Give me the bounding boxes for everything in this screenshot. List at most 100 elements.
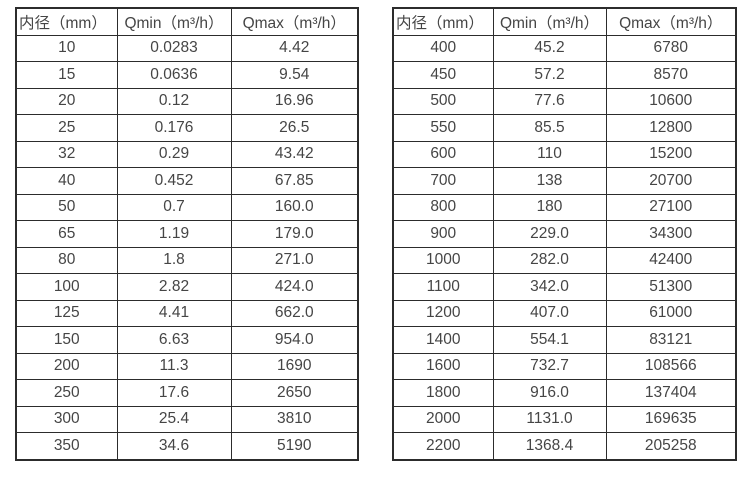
table-cell: 160.0 xyxy=(230,193,359,221)
column-header: Qmax（m³/h） xyxy=(230,7,359,36)
table-cell: 85.5 xyxy=(492,114,607,142)
table-cell: 15200 xyxy=(605,140,737,168)
table-row: 40 0.452 67.85 xyxy=(15,167,359,195)
table-cell: 424.0 xyxy=(230,273,359,301)
table-cell: 6.63 xyxy=(116,326,232,354)
table-cell: 8570 xyxy=(605,61,737,89)
table-cell: 0.12 xyxy=(116,87,232,115)
table-cell: 50 xyxy=(15,193,118,221)
table-cell: 2000 xyxy=(392,405,494,433)
table-cell: 0.29 xyxy=(116,140,232,168)
table-cell: 137404 xyxy=(605,379,737,407)
table-cell: 67.85 xyxy=(230,167,359,195)
table-row: 200 11.3 1690 xyxy=(15,352,359,380)
table-cell: 43.42 xyxy=(230,140,359,168)
table-row: 32 0.29 43.42 xyxy=(15,140,359,168)
header-row: 内径（mm） Qmin（m³/h） Qmax（m³/h） xyxy=(392,7,737,36)
table-row: 50 0.7 160.0 xyxy=(15,193,359,221)
table-row: 250 17.6 2650 xyxy=(15,379,359,407)
table-cell: 205258 xyxy=(605,432,737,460)
table-cell: 110 xyxy=(492,140,607,168)
table-cell: 42400 xyxy=(605,246,737,274)
table-cell: 20 xyxy=(15,87,118,115)
table-cell: 300 xyxy=(15,405,118,433)
table-cell: 77.6 xyxy=(492,87,607,115)
table-cell: 125 xyxy=(15,299,118,327)
table-cell: 1.8 xyxy=(116,246,232,274)
table-cell: 4.42 xyxy=(230,34,359,62)
table-cell: 138 xyxy=(492,167,607,195)
table-cell: 1690 xyxy=(230,352,359,380)
table-cell: 9.54 xyxy=(230,61,359,89)
table-cell: 1000 xyxy=(392,246,494,274)
table-cell: 282.0 xyxy=(492,246,607,274)
table-cell: 16.96 xyxy=(230,87,359,115)
table-row: 15 0.0636 9.54 xyxy=(15,61,359,89)
table-cell: 1800 xyxy=(392,379,494,407)
table-cell: 6780 xyxy=(605,34,737,62)
table-row: 10 0.0283 4.42 xyxy=(15,34,359,62)
table-cell: 1.19 xyxy=(116,220,232,248)
column-header: 内径（mm） xyxy=(392,7,494,36)
table-cell: 5190 xyxy=(230,432,359,460)
table-cell: 4.41 xyxy=(116,299,232,327)
table-cell: 1600 xyxy=(392,352,494,380)
table-row: 550 85.5 12800 xyxy=(392,114,737,142)
table-cell: 26.5 xyxy=(230,114,359,142)
table-cell: 45.2 xyxy=(492,34,607,62)
column-header: Qmin（m³/h） xyxy=(116,7,232,36)
table-cell: 1131.0 xyxy=(492,405,607,433)
table-cell: 20700 xyxy=(605,167,737,195)
table-cell: 80 xyxy=(15,246,118,274)
table-cell: 169635 xyxy=(605,405,737,433)
table-cell: 10 xyxy=(15,34,118,62)
table-cell: 2650 xyxy=(230,379,359,407)
table-cell: 100 xyxy=(15,273,118,301)
table-cell: 200 xyxy=(15,352,118,380)
table-cell: 2200 xyxy=(392,432,494,460)
table-row: 1000 282.0 42400 xyxy=(392,246,737,274)
table-row: 1800 916.0 137404 xyxy=(392,379,737,407)
column-header: Qmin（m³/h） xyxy=(492,7,607,36)
table-cell: 550 xyxy=(392,114,494,142)
table-cell: 15 xyxy=(15,61,118,89)
table-row: 20 0.12 16.96 xyxy=(15,87,359,115)
table-cell: 61000 xyxy=(605,299,737,327)
table-cell: 0.176 xyxy=(116,114,232,142)
table-cell: 34300 xyxy=(605,220,737,248)
table-cell: 83121 xyxy=(605,326,737,354)
table-cell: 662.0 xyxy=(230,299,359,327)
table-cell: 916.0 xyxy=(492,379,607,407)
table-cell: 0.0636 xyxy=(116,61,232,89)
table-row: 2200 1368.4 205258 xyxy=(392,432,737,460)
table-cell: 11.3 xyxy=(116,352,232,380)
table-cell: 25 xyxy=(15,114,118,142)
table-cell: 180 xyxy=(492,193,607,221)
table-cell: 1400 xyxy=(392,326,494,354)
table-cell: 407.0 xyxy=(492,299,607,327)
table-cell: 554.1 xyxy=(492,326,607,354)
table-cell: 954.0 xyxy=(230,326,359,354)
table-cell: 34.6 xyxy=(116,432,232,460)
table-cell: 57.2 xyxy=(492,61,607,89)
table-cell: 250 xyxy=(15,379,118,407)
table-cell: 350 xyxy=(15,432,118,460)
table-row: 125 4.41 662.0 xyxy=(15,299,359,327)
table-cell: 179.0 xyxy=(230,220,359,248)
table-cell: 229.0 xyxy=(492,220,607,248)
table-row: 80 1.8 271.0 xyxy=(15,246,359,274)
table-cell: 1100 xyxy=(392,273,494,301)
table-cell: 32 xyxy=(15,140,118,168)
table-row: 900 229.0 34300 xyxy=(392,220,737,248)
table-cell: 10600 xyxy=(605,87,737,115)
table-cell: 108566 xyxy=(605,352,737,380)
table-cell: 1368.4 xyxy=(492,432,607,460)
table-row: 1100 342.0 51300 xyxy=(392,273,737,301)
table-cell: 1200 xyxy=(392,299,494,327)
table-cell: 25.4 xyxy=(116,405,232,433)
table-row: 600 110 15200 xyxy=(392,140,737,168)
column-header: 内径（mm） xyxy=(15,7,118,36)
table-cell: 150 xyxy=(15,326,118,354)
table-cell: 0.0283 xyxy=(116,34,232,62)
